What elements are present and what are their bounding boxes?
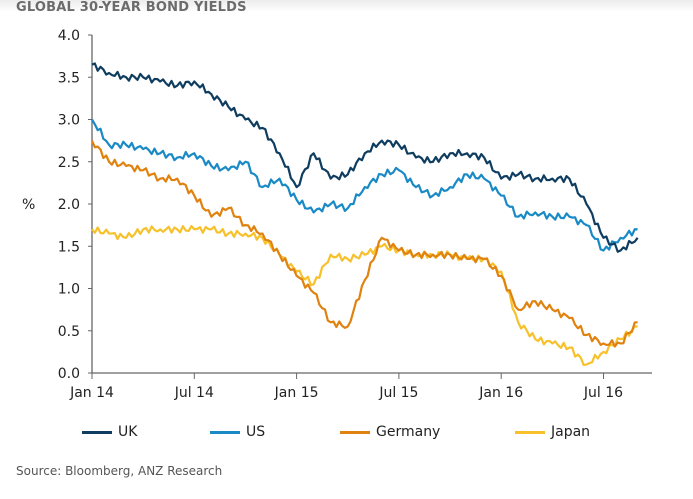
y-tick-label: 0.0 <box>58 366 80 382</box>
y-axis-label: % <box>22 197 35 213</box>
line-chart: 0.0 0.5 1.0 1.5 2.0 2.5 3.0 3.5 4.0% Jan 14 Jul 14… <box>0 0 693 420</box>
legend-item-uk: UK <box>82 424 137 440</box>
legend-label: UK <box>118 424 137 440</box>
legend-swatch <box>340 431 370 434</box>
x-tick-label: Jan 16 <box>478 385 523 401</box>
x-tick-label: Jan 15 <box>274 385 319 401</box>
legend-item-us: US <box>210 424 265 440</box>
y-tick-label: 2.5 <box>58 155 80 171</box>
legend: UK US Germany Japan <box>0 424 693 444</box>
legend-swatch <box>515 431 545 434</box>
y-tick-label: 3.5 <box>58 70 80 86</box>
legend-item-germany: Germany <box>340 424 440 440</box>
legend-swatch <box>210 431 240 434</box>
y-tick-label: 1.0 <box>58 282 80 298</box>
x-tick-label: Jul 14 <box>174 385 214 401</box>
y-tick-label: 0.5 <box>58 324 80 340</box>
legend-swatch <box>82 431 112 434</box>
y-tick-label: 3.0 <box>58 113 80 129</box>
y-tick-label: 4.0 <box>58 28 80 44</box>
x-tick-label: Jan 14 <box>69 385 114 401</box>
series-line-us <box>92 120 638 251</box>
source-note: Source: Bloomberg, ANZ Research <box>16 464 222 478</box>
legend-label: Japan <box>551 424 590 440</box>
x-tick-label: Jul 16 <box>583 385 623 401</box>
legend-label: US <box>246 424 265 440</box>
legend-label: Germany <box>376 424 440 440</box>
x-tick-label: Jul 15 <box>378 385 418 401</box>
series-line-germany <box>92 141 638 347</box>
series-line-japan <box>92 226 638 365</box>
y-tick-label: 2.0 <box>58 197 80 213</box>
y-tick-label: 1.5 <box>58 239 80 255</box>
legend-item-japan: Japan <box>515 424 590 440</box>
